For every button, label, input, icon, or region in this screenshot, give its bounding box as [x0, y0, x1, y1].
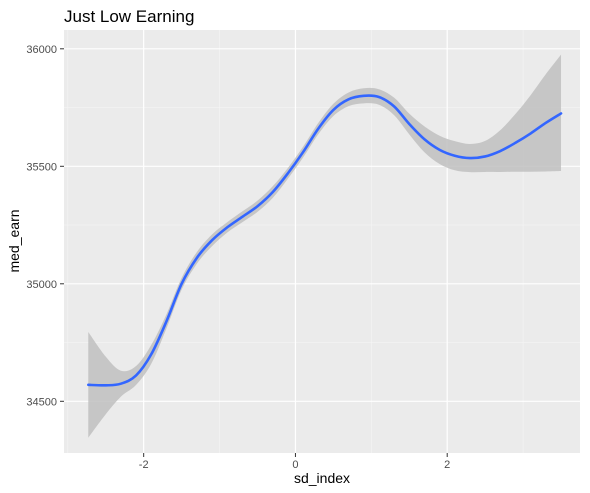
plot-panel: [64, 30, 580, 453]
x-axis-title: sd_index: [294, 470, 350, 486]
y-tick-label: 34500: [26, 396, 57, 408]
y-tick-label: 35000: [26, 279, 57, 291]
y-tick-label: 35500: [26, 161, 57, 173]
y-axis-title: med_earn: [6, 209, 22, 272]
x-tick-label: -2: [139, 459, 149, 471]
y-tick-label: 36000: [26, 44, 57, 56]
x-tick-label: 2: [444, 459, 450, 471]
x-tick-label: 0: [292, 459, 298, 471]
chart-title: Just Low Earning: [64, 7, 194, 26]
smooth-line: [86, 94, 563, 387]
tick-labels: -2 0 2 34500 35000 35500 36000: [26, 44, 450, 471]
axis-ticks: [60, 48, 448, 457]
